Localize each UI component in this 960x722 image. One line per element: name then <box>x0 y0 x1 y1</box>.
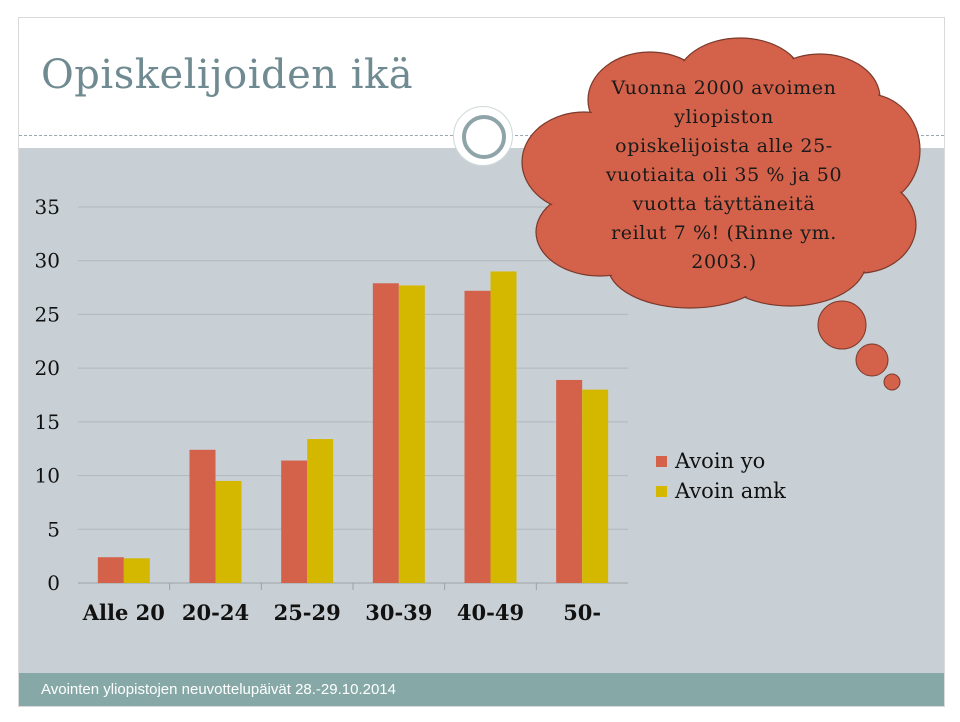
bar-avoin-amk <box>123 558 150 583</box>
y-tick-label: 20 <box>35 356 60 380</box>
footer-text: Avointen yliopistojen neuvottelupäivät 2… <box>41 681 396 698</box>
gridlines <box>78 206 628 590</box>
bar-avoin-amk <box>582 389 609 583</box>
legend-swatch <box>656 455 667 467</box>
bar-avoin-yo <box>97 557 124 583</box>
bar-avoin-amk <box>215 480 242 583</box>
legend-item-avoin-amk: Avoin amk <box>656 479 786 503</box>
circle-ornament-icon <box>453 106 513 166</box>
legend-label: Avoin yo <box>675 449 766 473</box>
callout-line: vuotta täyttäneitä <box>632 193 816 215</box>
y-tick-label: 10 <box>35 464 60 488</box>
bar-avoin-amk <box>307 439 334 583</box>
y-tick-label: 15 <box>35 410 60 434</box>
x-category-label: 20-24 <box>182 600 249 625</box>
bar-avoin-amk <box>398 285 425 583</box>
cloud-bubble <box>855 343 889 377</box>
x-category-label: 25-29 <box>274 600 341 625</box>
callout-line: opiskelijoista alle 25- <box>615 135 833 157</box>
bar-avoin-yo <box>372 283 399 583</box>
legend-label: Avoin amk <box>675 479 786 503</box>
y-tick-label: 5 <box>47 517 60 541</box>
callout-line: reilut 7 %! (Rinne ym. <box>611 222 837 244</box>
legend-item-avoin-yo: Avoin yo <box>656 449 786 473</box>
callout-line: yliopiston <box>674 106 774 128</box>
y-tick-label: 25 <box>35 302 60 326</box>
callout-line: vuotiaita oli 35 % ja 50 <box>605 164 843 186</box>
bar-avoin-yo <box>189 449 216 583</box>
cloud-bubble <box>817 300 867 350</box>
callout-text: Vuonna 2000 avoimen yliopiston opiskelij… <box>574 74 874 277</box>
cloud-bubble <box>883 373 901 391</box>
x-category-label: 30-39 <box>365 600 432 625</box>
y-axis-ticks: 0 5 10 15 20 25 30 35 <box>35 195 60 595</box>
bar-avoin-yo <box>556 379 583 583</box>
x-category-label: Alle 20 <box>82 600 165 625</box>
x-category-label: 40-49 <box>457 600 524 625</box>
ring-icon <box>462 115 506 159</box>
callout-line: 2003.) <box>691 251 757 273</box>
bars <box>97 271 609 583</box>
y-tick-label: 30 <box>35 249 60 273</box>
footer-bar: Avointen yliopistojen neuvottelupäivät 2… <box>19 673 944 706</box>
legend-swatch <box>656 485 667 497</box>
x-category-label: 50- <box>563 600 601 625</box>
bar-avoin-amk <box>490 271 517 583</box>
y-tick-label: 35 <box>35 195 60 219</box>
cloud-puff-fill <box>571 86 869 264</box>
legend: Avoin yo Avoin amk <box>656 449 786 509</box>
thought-cloud <box>521 37 921 391</box>
callout-line: Vuonna 2000 avoimen <box>611 77 837 99</box>
bar-avoin-yo <box>281 460 308 583</box>
bar-avoin-yo <box>464 290 491 583</box>
y-tick-label: 0 <box>47 571 60 595</box>
slide-title: Opiskelijoiden ikä <box>41 52 414 98</box>
x-axis-categories: Alle 20 20-24 25-29 30-39 40-49 50- <box>82 600 601 625</box>
